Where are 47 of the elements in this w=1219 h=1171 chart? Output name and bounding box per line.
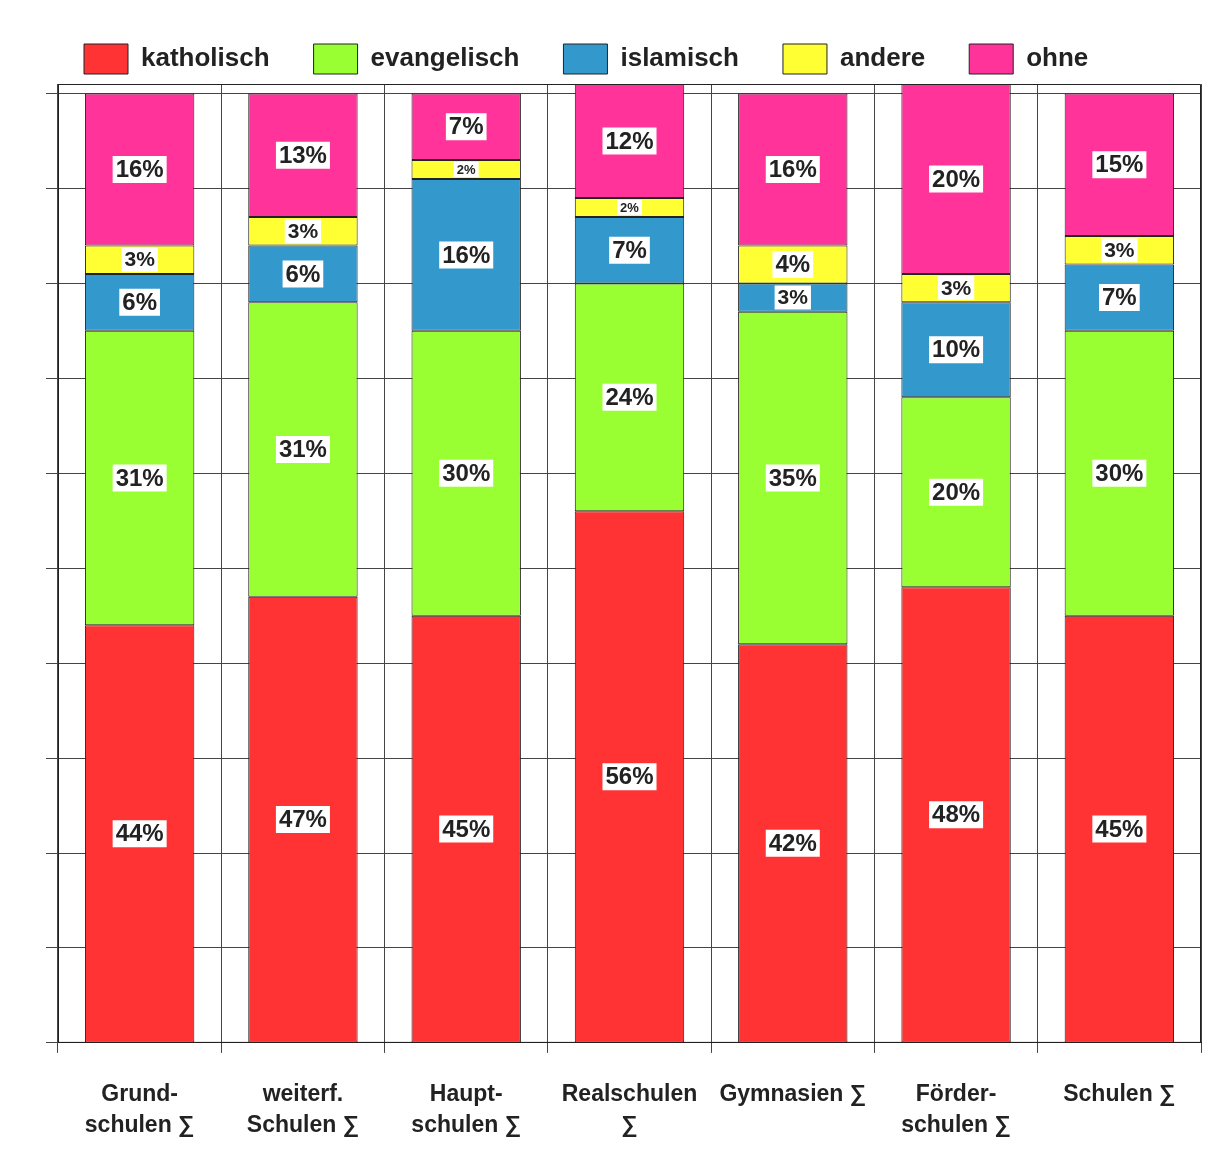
data-label: 44% (115, 819, 164, 847)
data-label: 7% (448, 112, 484, 140)
data-label: 35% (768, 463, 817, 491)
x-tick-label: Grund- schulen ∑ (84, 1079, 195, 1138)
data-label: 3% (777, 285, 809, 309)
x-tick-label: Haupt- schulen ∑ (411, 1079, 522, 1138)
x-tick-label: Gymnasien ∑ (719, 1079, 867, 1107)
data-label: 4% (775, 250, 811, 278)
data-label: 45% (442, 814, 491, 842)
data-label: 3% (287, 218, 319, 242)
data-label: 48% (932, 800, 981, 828)
data-label: 2% (456, 162, 477, 178)
data-label: 7% (612, 235, 647, 263)
legend-label: ohne (1026, 42, 1089, 73)
data-label: 20% (932, 477, 981, 505)
data-label: 7% (1102, 283, 1137, 311)
data-label: 3% (1104, 237, 1135, 261)
data-label: 31% (115, 463, 164, 491)
data-label: 31% (278, 435, 327, 463)
x-tick-label: Schulen ∑ (1063, 1079, 1176, 1107)
data-label: 20% (932, 164, 981, 192)
data-label: 16% (442, 240, 491, 268)
data-label: 16% (115, 155, 164, 183)
legend-label: evangelisch (370, 42, 520, 73)
legend-label: katholisch (141, 42, 270, 73)
x-tick-label: Realschulen ∑ (561, 1079, 698, 1138)
data-label: 15% (1095, 150, 1144, 178)
x-tick-label: Förder- schulen ∑ (901, 1079, 1011, 1138)
data-label: 6% (122, 287, 157, 315)
data-label: 30% (1095, 458, 1144, 486)
data-label: 24% (605, 382, 654, 410)
data-label: 3% (124, 247, 156, 271)
data-label: 12% (605, 126, 654, 154)
x-tick-label: weiterf. Schulen ∑ (246, 1079, 360, 1138)
legend-label: andere (839, 42, 926, 73)
data-label: 42% (768, 828, 817, 856)
data-label: 47% (278, 805, 327, 833)
data-label: 10% (932, 335, 981, 363)
data-label: 45% (1095, 814, 1144, 842)
legend-label: islamisch (620, 42, 739, 73)
data-label: 16% (768, 155, 817, 183)
data-label: 6% (285, 259, 321, 287)
data-label: 2% (620, 200, 640, 215)
data-label: 30% (442, 458, 491, 486)
data-label: 13% (278, 140, 327, 168)
data-label: 3% (940, 275, 972, 299)
data-label: 56% (605, 762, 654, 790)
